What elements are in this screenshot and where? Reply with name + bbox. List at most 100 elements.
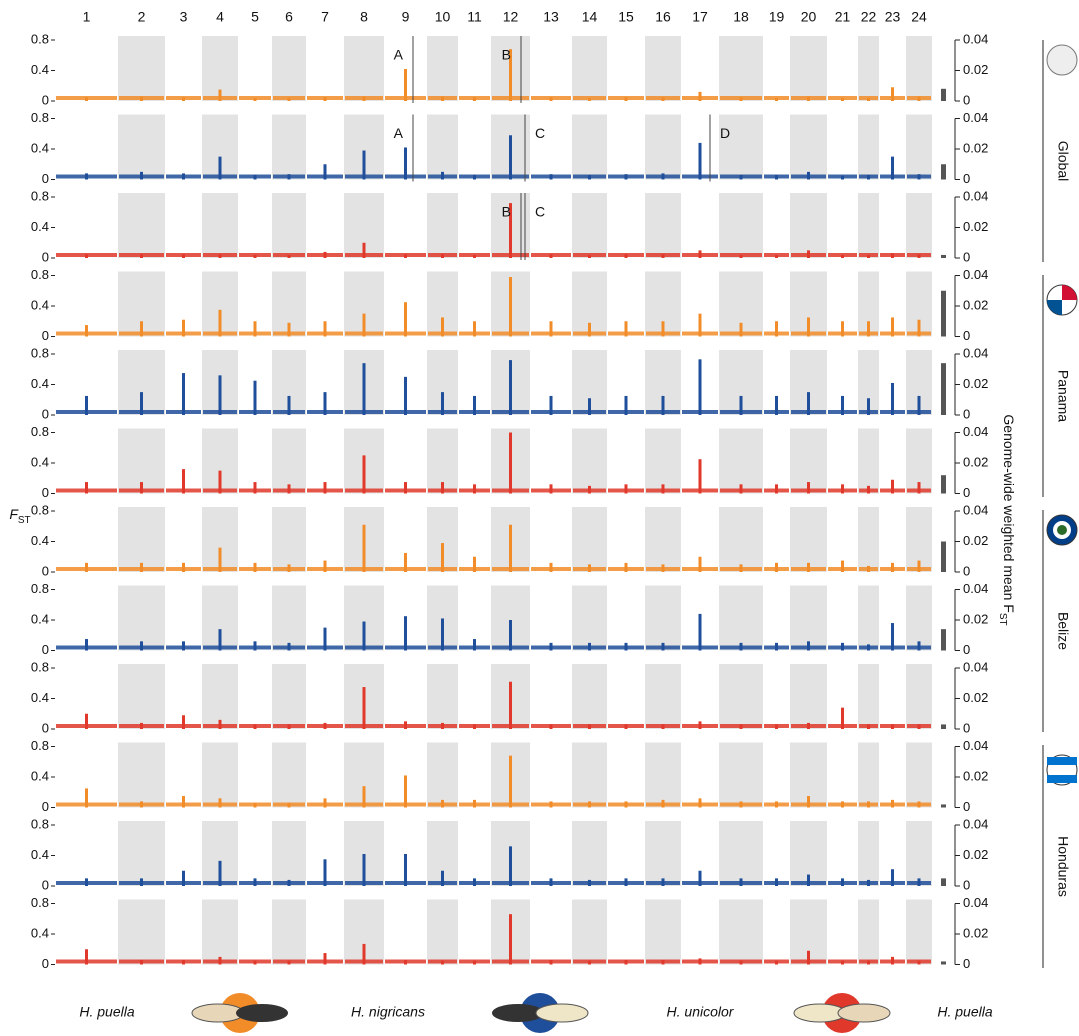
fst-peak <box>85 878 88 886</box>
chromosome-shade <box>790 193 827 258</box>
fst-peak <box>917 960 921 965</box>
fst-peak <box>85 713 88 729</box>
y2-tick-label: 0 <box>963 171 970 186</box>
fst-peak <box>549 254 553 258</box>
fst-peak <box>841 960 844 965</box>
fst-peak <box>509 524 512 572</box>
y-tick-label: 0.8 <box>31 502 49 517</box>
fst-peak <box>624 174 628 180</box>
y2-tick-label: 0.04 <box>963 188 988 203</box>
fst-peak <box>473 174 476 180</box>
fst-peak <box>85 325 88 337</box>
fst-peak <box>253 802 257 808</box>
y2-tick-label: 0.04 <box>963 267 988 282</box>
y-tick-label: 0.4 <box>31 611 49 626</box>
fst-peak <box>473 254 476 258</box>
fst-peak <box>549 395 553 415</box>
fst-peak <box>807 392 810 415</box>
fst-peak <box>917 641 921 651</box>
annotation-label: D <box>720 125 730 141</box>
y-tick-label: 0 <box>42 171 49 186</box>
chromosome-shade <box>645 507 681 572</box>
chromosome-shade <box>858 742 879 808</box>
y2-tick-label: 0 <box>963 249 970 264</box>
y-tick-label: 0.8 <box>31 895 49 910</box>
chromosome-label: 23 <box>885 9 901 25</box>
fst-peak <box>917 482 921 494</box>
fst-peak <box>287 97 291 101</box>
fst-peak <box>323 560 327 572</box>
fst-peak <box>698 250 702 258</box>
fst-peak <box>509 914 512 965</box>
y2-tick-label: 0 <box>963 642 970 657</box>
chromosome-shade <box>427 664 458 729</box>
fst-peak <box>323 392 327 415</box>
fst-peak <box>661 959 665 965</box>
fst-peak <box>441 96 444 101</box>
fst-peak <box>182 562 185 572</box>
y2-tick-label: 0.02 <box>963 768 988 783</box>
chromosome-shade <box>858 36 879 101</box>
fst-peak <box>624 959 628 965</box>
chromosome-shade <box>645 899 681 965</box>
y2-tick-label: 0 <box>963 328 970 343</box>
fst-peak <box>891 253 894 258</box>
fst-peak <box>441 870 444 886</box>
fst-peak <box>218 547 222 572</box>
y-tick-label: 0 <box>42 92 49 107</box>
chromosome-label: 5 <box>251 9 259 25</box>
fst-peak <box>624 642 628 651</box>
fst-peak <box>509 620 512 651</box>
fst-peak <box>182 959 185 965</box>
y2-tick-label: 0 <box>963 485 970 500</box>
mean-bar <box>941 290 946 337</box>
chromosome-shade <box>906 821 932 886</box>
y-axis-label-sub: ST <box>18 515 31 526</box>
fst-peak <box>867 97 870 101</box>
chromosome-shade <box>202 899 238 965</box>
chromosome-shade <box>272 664 306 729</box>
fst-peak <box>841 395 844 415</box>
chromosome-shade <box>272 36 306 101</box>
fst-peak <box>362 786 366 808</box>
fst-peak <box>739 395 743 415</box>
flag-part <box>1047 300 1062 315</box>
chromosome-shade <box>118 585 165 651</box>
fst-peak <box>775 97 778 101</box>
fst-peak <box>807 96 810 101</box>
fst-peak <box>287 879 291 886</box>
fst-peak <box>323 251 327 258</box>
y-tick-label: 0.4 <box>31 62 49 77</box>
chromosome-shade <box>118 114 165 180</box>
fst-peak <box>661 564 665 572</box>
chromosome-shade <box>645 36 681 101</box>
fst-peak <box>287 564 291 572</box>
fst-peak <box>140 321 143 337</box>
chromosome-shade <box>272 899 306 965</box>
chromosome-label: 2 <box>138 9 146 25</box>
fst-peak <box>182 641 185 651</box>
fst-peak <box>807 722 810 729</box>
y-tick-label: 0 <box>42 563 49 578</box>
fst-peak <box>698 870 702 886</box>
fst-peak <box>509 432 512 494</box>
chromosome-label: 9 <box>402 9 410 25</box>
fst-peak <box>739 564 743 572</box>
chromosome-shade <box>427 114 458 180</box>
fst-peak <box>698 721 702 729</box>
fst-peak <box>182 373 185 415</box>
fst-peak <box>253 380 257 415</box>
fst-peak <box>323 798 327 808</box>
y2-tick-label: 0.02 <box>963 297 988 312</box>
y2-tick-label: 0.04 <box>963 895 988 910</box>
fst-peak <box>441 722 444 729</box>
fst-peak <box>775 562 778 572</box>
y2-tick-label: 0.04 <box>963 345 988 360</box>
chromosome-label: 13 <box>543 9 559 25</box>
chromosome-shade <box>645 821 681 886</box>
fst-peak <box>917 96 921 101</box>
chromosome-shade <box>427 742 458 808</box>
chromosome-shade <box>572 742 607 808</box>
chromosome-label: 7 <box>321 9 329 25</box>
fst-peak <box>841 254 844 258</box>
